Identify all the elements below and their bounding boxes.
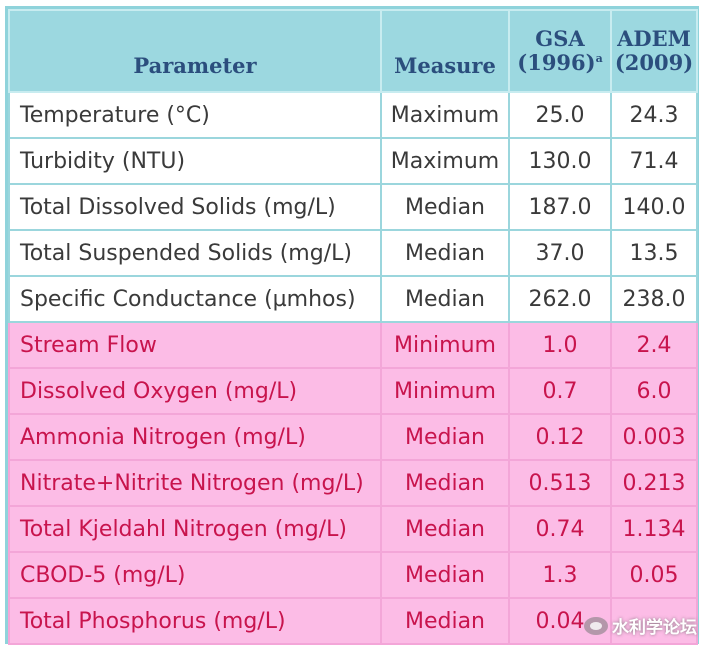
parameter-cell: Specific Conductance (µmhos) [8,275,382,323]
measure-cell: Median [380,413,510,461]
adem-header: ADEM (2009) [610,9,698,93]
table-row: Nitrate+Nitrite Nitrogen (mg/L) Median 0.5… [8,459,698,507]
measure-cell: Maximum [380,91,510,139]
gsa-value-cell: 1.3 [508,551,612,599]
gsa-value-cell: 262.0 [508,275,612,323]
table-row: Turbidity (NTU) Maximum 130.0 71.4 [8,137,698,185]
adem-value-cell: 0.05 [610,551,698,599]
header-row: Parameter Measure GSA (1996)a ADEM (2009… [8,9,698,93]
gsa-footnote-marker: a [595,52,603,65]
measure-header: Measure [380,9,510,93]
gsa-header-year: (1996)a [511,50,609,75]
adem-value-cell: 13.5 [610,229,698,277]
parameter-header-label: Parameter [133,52,257,78]
gsa-value-cell: 0.513 [508,459,612,507]
parameter-cell: Nitrate+Nitrite Nitrogen (mg/L) [8,459,382,507]
gsa-header-name: GSA [535,25,585,51]
parameter-cell: Dissolved Oxygen (mg/L) [8,367,382,415]
adem-value-cell: 24.3 [610,91,698,139]
measure-cell: Minimum [380,321,510,369]
parameter-cell: Temperature (°C) [8,91,382,139]
adem-value-cell [610,597,698,645]
gsa-value-cell: 37.0 [508,229,612,277]
table-row: Ammonia Nitrogen (mg/L) Median 0.12 0.003 [8,413,698,461]
parameter-cell: Ammonia Nitrogen (mg/L) [8,413,382,461]
measure-cell: Median [380,183,510,231]
parameter-cell: Total Kjeldahl Nitrogen (mg/L) [8,505,382,553]
parameter-cell: Turbidity (NTU) [8,137,382,185]
watermark-text: 水利学论坛 [612,618,697,638]
adem-value-cell: 140.0 [610,183,698,231]
measure-cell: Median [380,551,510,599]
adem-value-cell: 0.003 [610,413,698,461]
table-row: Total Kjeldahl Nitrogen (mg/L) Median 0.74… [8,505,698,553]
parameter-header: Parameter [8,9,382,93]
parameter-cell: Total Suspended Solids (mg/L) [8,229,382,277]
parameter-cell: CBOD-5 (mg/L) [8,551,382,599]
table-row: Total Suspended Solids (mg/L) Median 37.0 1… [8,229,698,277]
gsa-value-cell: 1.0 [508,321,612,369]
measure-cell: Minimum [380,367,510,415]
table-row: Dissolved Oxygen (mg/L) Minimum 0.7 6.0 [8,367,698,415]
table-row: Temperature (°C) Maximum 25.0 24.3 [8,91,698,139]
gsa-year-text: (1996) [517,50,596,75]
parameter-cell: Stream Flow [8,321,382,369]
watermark: 水利学论坛 [584,613,697,638]
gsa-value-cell: 187.0 [508,183,612,231]
table-row: Stream Flow Minimum 1.0 2.4 [8,321,698,369]
adem-header-year: (2009) [614,50,694,75]
gsa-value-cell: 130.0 [508,137,612,185]
water-quality-table: Parameter Measure GSA (1996)a ADEM (2009… [8,9,698,645]
adem-value-cell: 71.4 [610,137,698,185]
gsa-value-cell: 0.7 [508,367,612,415]
measure-cell: Median [380,597,510,645]
table-row: Total Dissolved Solids (mg/L) Median 187.0… [8,183,698,231]
adem-value-cell: 6.0 [610,367,698,415]
adem-value-cell: 238.0 [610,275,698,323]
table-row: Specific Conductance (µmhos) Median 262.0 2… [8,275,698,323]
measure-cell: Median [380,459,510,507]
table-row: CBOD-5 (mg/L) Median 1.3 0.05 [8,551,698,599]
adem-value-cell: 0.213 [610,459,698,507]
gsa-value-cell: 0.12 [508,413,612,461]
parameter-cell: Total Phosphorus (mg/L) [8,597,382,645]
measure-header-label: Measure [394,52,496,78]
gsa-value-cell: 25.0 [508,91,612,139]
measure-cell: Median [380,505,510,553]
measure-cell: Maximum [380,137,510,185]
measure-cell: Median [380,275,510,323]
parameter-cell: Total Dissolved Solids (mg/L) [8,183,382,231]
wechat-logo-icon [584,616,608,635]
gsa-value-cell: 0.74 [508,505,612,553]
adem-value-cell: 2.4 [610,321,698,369]
measure-cell: Median [380,229,510,277]
adem-header-name: ADEM [617,25,691,51]
gsa-header: GSA (1996)a [508,9,612,93]
adem-value-cell: 1.134 [610,505,698,553]
